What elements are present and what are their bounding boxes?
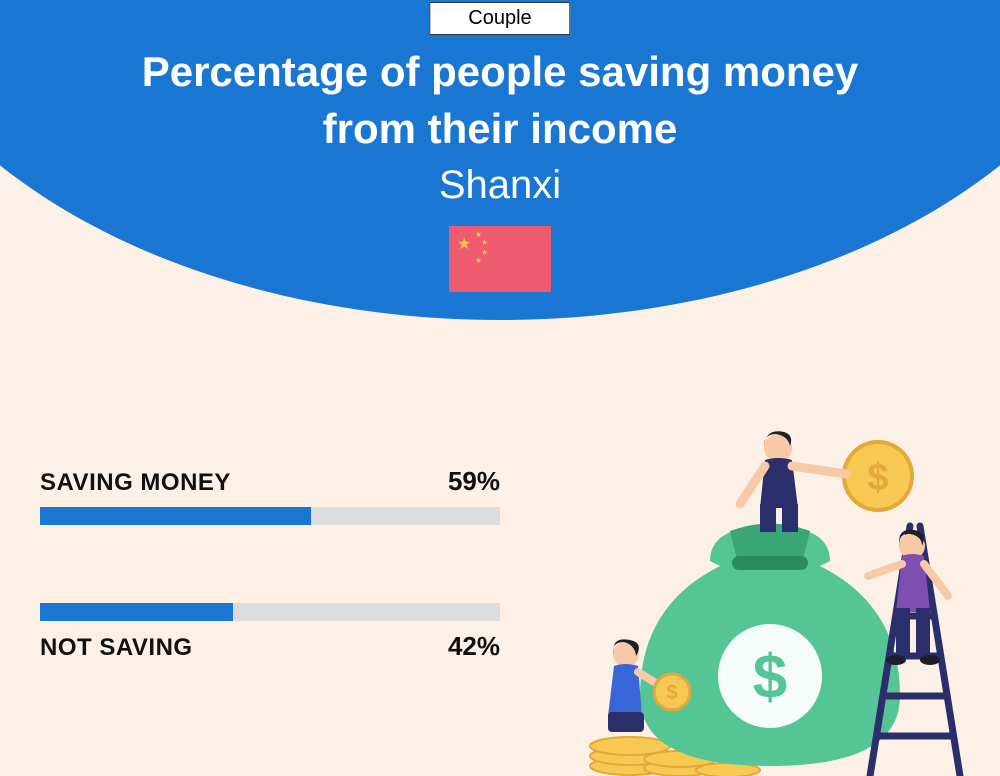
coin-icon: $ xyxy=(844,442,912,510)
bar-fill xyxy=(40,603,233,621)
savings-illustration: $ $ xyxy=(560,416,980,776)
bar-track xyxy=(40,507,500,525)
bars-area: SAVING MONEY 59% NOT SAVING 42% xyxy=(40,466,500,740)
category-badge: Couple xyxy=(429,2,570,35)
title-line-1: Percentage of people saving money xyxy=(0,44,1000,101)
bar-saving-money: SAVING MONEY 59% xyxy=(40,466,500,525)
svg-text:$: $ xyxy=(666,682,677,704)
bar-value: 59% xyxy=(448,466,500,497)
bar-fill xyxy=(40,507,311,525)
bar-track xyxy=(40,603,500,621)
money-bag-icon: $ xyxy=(640,524,900,767)
svg-text:$: $ xyxy=(753,643,787,712)
bar-not-saving: NOT SAVING 42% xyxy=(40,603,500,662)
svg-text:$: $ xyxy=(867,457,888,499)
bar-value: 42% xyxy=(448,631,500,662)
china-flag-icon: ★ ★ ★ ★ ★ xyxy=(449,226,551,292)
bar-label: SAVING MONEY xyxy=(40,469,231,497)
bar-label: NOT SAVING xyxy=(40,634,193,662)
region-name: Shanxi xyxy=(0,163,1000,208)
title-block: Percentage of people saving money from t… xyxy=(0,44,1000,208)
title-line-2: from their income xyxy=(0,101,1000,158)
person-top-icon xyxy=(740,431,846,532)
